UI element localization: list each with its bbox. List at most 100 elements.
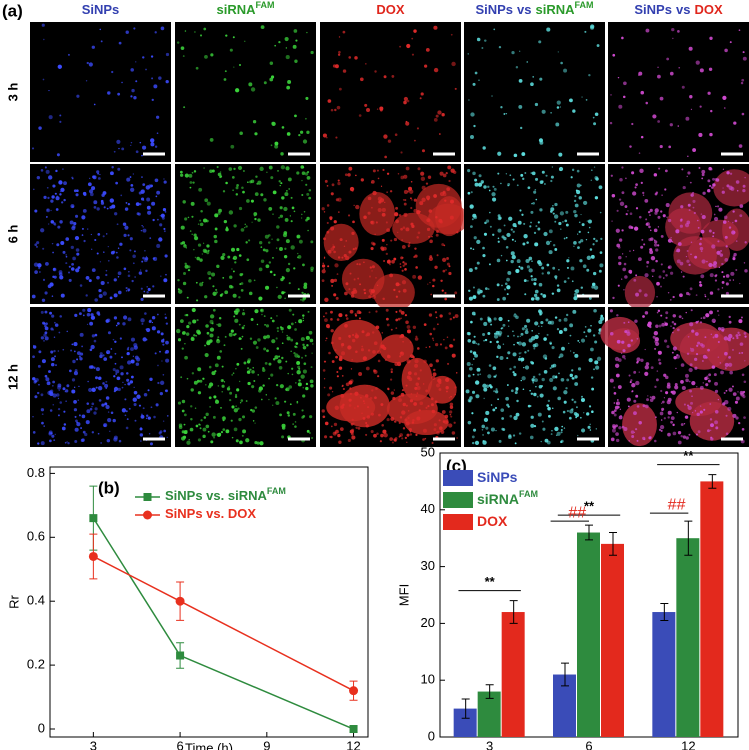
fluorescence-spot	[559, 330, 563, 334]
fluorescence-spot	[539, 138, 543, 142]
fluorescence-spot	[709, 403, 711, 405]
fluorescence-spot	[384, 75, 387, 78]
fluorescence-spot	[41, 336, 44, 339]
fluorescence-spot	[421, 92, 424, 95]
fluorescence-spot	[141, 298, 144, 301]
fluorescence-spot	[523, 223, 525, 225]
fluorescence-spot	[433, 26, 437, 30]
fluorescence-spot	[34, 262, 38, 266]
fluorescence-spot	[417, 392, 419, 394]
fluorescence-spot	[141, 323, 143, 325]
fluorescence-spot	[271, 75, 274, 78]
fluorescence-spot	[46, 216, 48, 218]
fluorescence-spot	[656, 282, 660, 286]
fluorescence-spot	[400, 318, 402, 320]
fluorescence-spot	[97, 173, 99, 175]
y-tick-label: 0	[38, 720, 45, 735]
fluorescence-spot	[130, 184, 133, 187]
fluorescence-spot	[674, 323, 677, 326]
fluorescence-spot	[690, 287, 693, 290]
fluorescence-spot	[42, 359, 46, 363]
fluorescence-spot	[45, 166, 47, 168]
fluorescence-spot	[167, 415, 169, 417]
fluorescence-spot	[546, 404, 549, 407]
fluorescence-spot	[533, 348, 535, 350]
fluorescence-spot	[469, 297, 473, 301]
fluorescence-spot	[453, 316, 455, 318]
fluorescence-spot	[729, 226, 731, 228]
fluorescence-spot	[259, 167, 263, 171]
fluorescence-spot	[450, 216, 454, 220]
fluorescence-spot	[63, 199, 65, 201]
fluorescence-spot	[152, 326, 156, 330]
fluorescence-spot	[37, 392, 39, 394]
fluorescence-spot	[586, 412, 589, 415]
fluorescence-spot	[368, 349, 370, 351]
fluorescence-spot	[580, 185, 582, 187]
fluorescence-spot	[490, 226, 492, 228]
fluorescence-spot	[119, 42, 122, 45]
fluorescence-spot	[291, 245, 295, 249]
fluorescence-spot	[334, 263, 338, 267]
fluorescence-spot	[422, 438, 425, 441]
fluorescence-spot	[744, 360, 745, 361]
fluorescence-spot	[483, 398, 484, 399]
fluorescence-spot	[355, 350, 358, 353]
fluorescence-spot	[589, 424, 590, 425]
fluorescence-spot	[574, 382, 578, 386]
fluorescence-spot	[518, 105, 522, 109]
fluorescence-spot	[263, 348, 266, 351]
fluorescence-spot	[337, 434, 340, 437]
fluorescence-spot	[692, 192, 694, 194]
fluorescence-spot	[676, 354, 678, 356]
fluorescence-spot	[263, 335, 267, 339]
fluorescence-spot	[587, 329, 591, 333]
fluorescence-spot	[691, 395, 693, 397]
fluorescence-spot	[242, 327, 245, 330]
fluorescence-spot	[528, 268, 532, 272]
fluorescence-spot	[55, 323, 59, 327]
fluorescence-spot	[296, 370, 300, 374]
fluorescence-spot	[721, 329, 724, 332]
fluorescence-spot	[292, 374, 294, 376]
fluorescence-spot	[523, 388, 525, 390]
fluorescence-spot	[552, 346, 555, 349]
fluorescence-spot	[535, 290, 539, 294]
fluorescence-spot	[455, 394, 456, 395]
fluorescence-spot	[359, 263, 361, 265]
fluorescence-spot	[370, 266, 372, 268]
fluorescence-spot	[327, 326, 330, 329]
fluorescence-spot	[594, 360, 598, 364]
fluorescence-spot	[703, 409, 705, 411]
fluorescence-spot	[448, 180, 450, 182]
fluorescence-spot	[188, 217, 190, 219]
fluorescence-spot	[348, 288, 350, 290]
fluorescence-spot	[207, 332, 210, 335]
fluorescence-spot	[546, 28, 550, 32]
fluorescence-spot	[111, 166, 113, 168]
fluorescence-spot	[87, 308, 91, 312]
fluorescence-spot	[261, 399, 263, 401]
fluorescence-spot	[572, 310, 576, 314]
fluorescence-spot	[418, 167, 421, 170]
fluorescence-spot	[636, 357, 640, 361]
fluorescence-spot	[84, 433, 87, 436]
fluorescence-spot	[676, 249, 680, 253]
fluorescence-spot	[483, 388, 487, 392]
fluorescence-spot	[558, 153, 562, 157]
fluorescence-spot	[86, 409, 90, 413]
fluorescence-spot	[565, 387, 567, 389]
fluorescence-spot	[336, 371, 338, 373]
fluorescence-spot	[563, 390, 567, 394]
fluorescence-spot	[82, 228, 84, 230]
fluorescence-spot	[416, 395, 418, 397]
fluorescence-spot	[715, 206, 716, 207]
fluorescence-spot	[326, 337, 328, 339]
fluorescence-spot	[661, 194, 662, 195]
fluorescence-spot	[149, 378, 152, 381]
fluorescence-spot	[436, 359, 439, 362]
fluorescence-spot	[324, 378, 325, 379]
fluorescence-spot	[206, 251, 209, 254]
fluorescence-spot	[482, 429, 484, 431]
fluorescence-spot	[125, 207, 128, 210]
